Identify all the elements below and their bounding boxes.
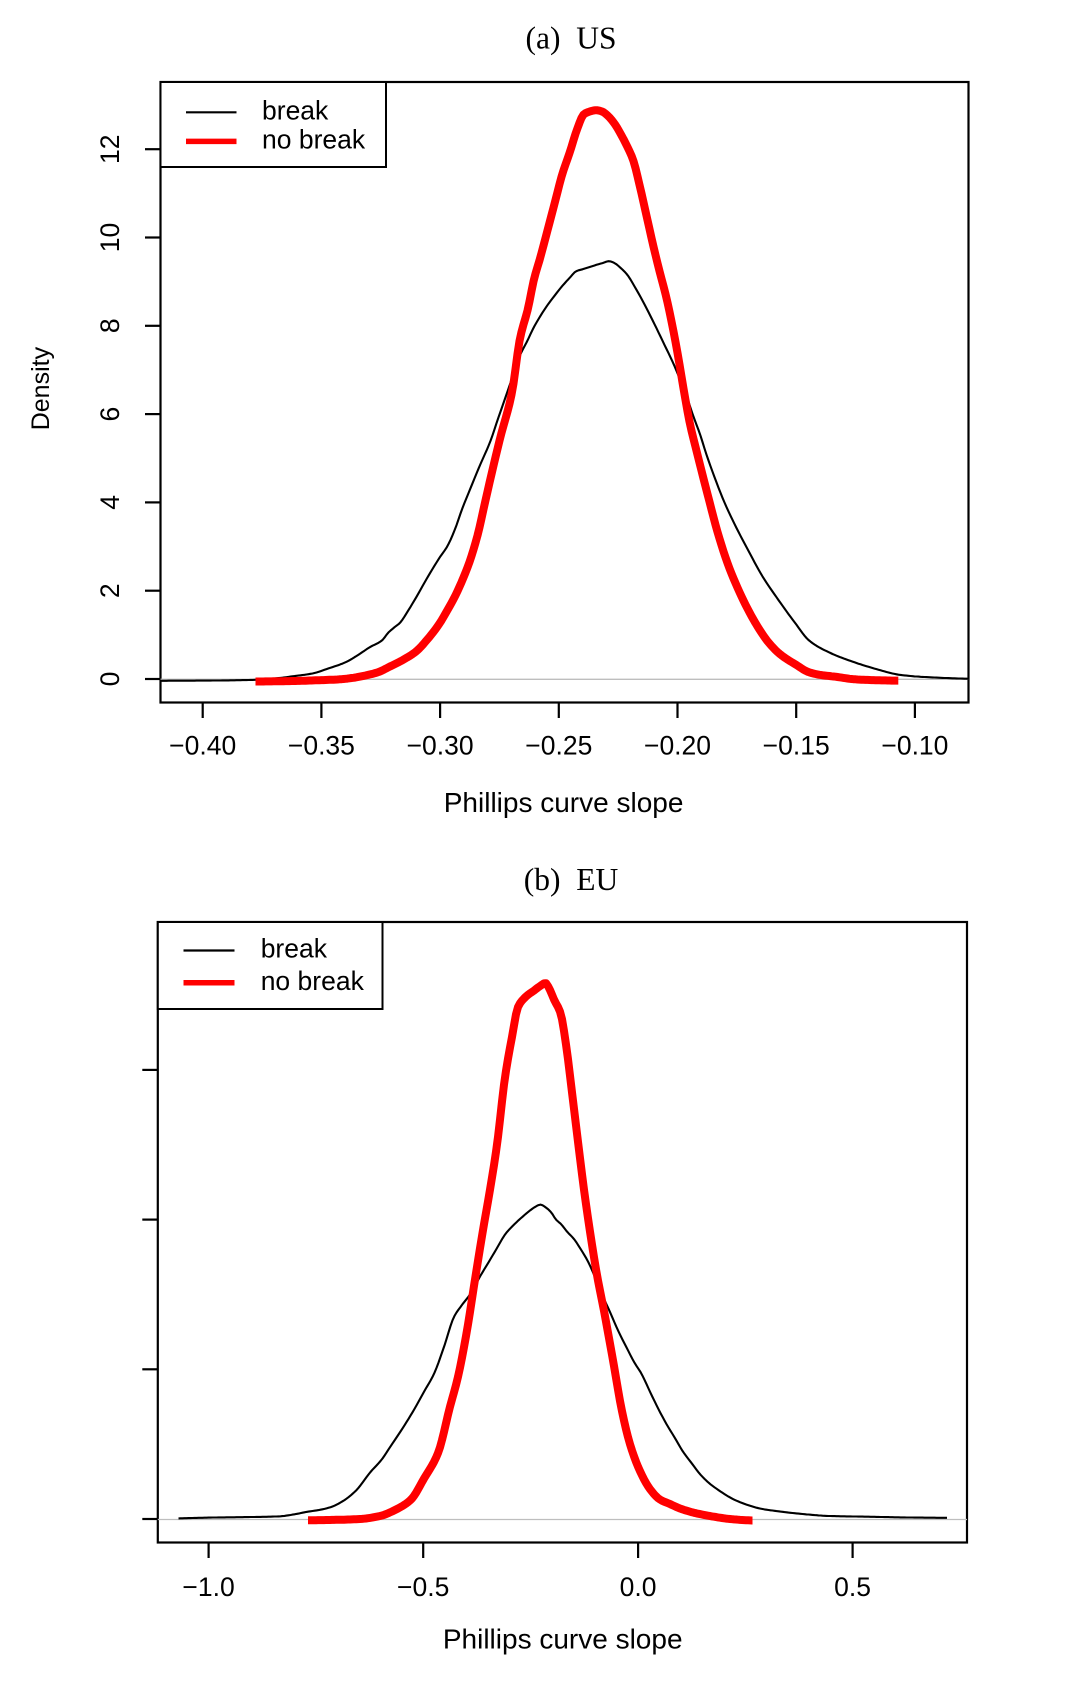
svg-text:break: break <box>261 934 328 964</box>
svg-text:0: 0 <box>95 672 125 687</box>
svg-text:−0.20: −0.20 <box>644 730 711 760</box>
svg-text:Phillips curve slope: Phillips curve slope <box>443 1624 683 1655</box>
svg-text:−1.0: −1.0 <box>182 1572 234 1602</box>
svg-text:12: 12 <box>95 134 125 163</box>
svg-text:8: 8 <box>95 318 125 333</box>
svg-text:(b) EU: (b) EU <box>524 862 619 897</box>
svg-text:−0.15: −0.15 <box>763 730 830 760</box>
svg-text:no break: no break <box>262 125 366 155</box>
svg-text:no break: no break <box>261 966 365 996</box>
svg-text:−0.35: −0.35 <box>288 730 355 760</box>
svg-text:−0.40: −0.40 <box>169 730 236 760</box>
svg-text:10: 10 <box>95 223 125 252</box>
svg-text:Phillips curve slope: Phillips curve slope <box>444 787 684 818</box>
svg-text:(a) US: (a) US <box>526 21 617 56</box>
svg-text:−0.5: −0.5 <box>397 1572 449 1602</box>
svg-text:−0.25: −0.25 <box>525 730 592 760</box>
svg-text:−0.30: −0.30 <box>407 730 474 760</box>
svg-text:0.0: 0.0 <box>620 1572 657 1602</box>
svg-text:0.5: 0.5 <box>834 1572 871 1602</box>
svg-text:2: 2 <box>95 583 125 598</box>
svg-text:Density: Density <box>27 346 55 430</box>
svg-text:break: break <box>262 95 329 125</box>
svg-text:4: 4 <box>95 495 125 510</box>
svg-text:6: 6 <box>95 407 125 422</box>
svg-text:−0.10: −0.10 <box>881 730 948 760</box>
